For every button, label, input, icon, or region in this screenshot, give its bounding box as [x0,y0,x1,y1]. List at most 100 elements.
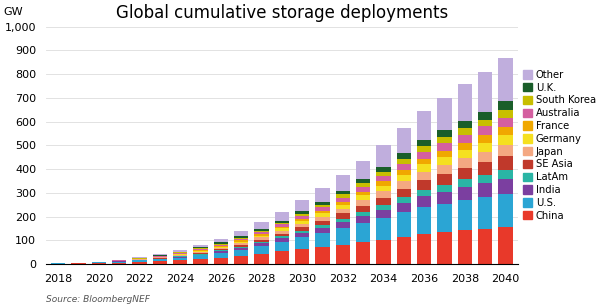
Bar [458,135,472,143]
Bar [214,250,228,251]
Bar [254,243,269,246]
Bar [437,137,452,143]
Bar [234,241,248,242]
Bar [437,192,452,204]
Bar [499,135,512,145]
Bar [478,72,492,111]
Bar [376,240,391,264]
Bar [275,231,289,233]
Bar [234,256,248,264]
Bar [478,162,492,175]
Bar [417,207,431,234]
Bar [193,248,208,249]
Bar [499,227,512,264]
Bar [254,242,269,243]
Title: Global cumulative storage deployments: Global cumulative storage deployments [116,4,448,22]
Text: GW: GW [4,7,23,17]
Bar [316,205,329,207]
Bar [193,252,208,253]
Bar [499,118,512,127]
Bar [193,250,208,251]
Bar [316,233,329,247]
Bar [316,247,329,264]
Bar [417,234,431,264]
Bar [295,224,310,227]
Bar [234,247,248,248]
Bar [478,197,492,229]
Bar [336,194,350,197]
Bar [316,213,329,217]
Bar [214,248,228,249]
Bar [356,216,370,223]
Bar [478,143,492,152]
Bar [458,180,472,187]
Bar [92,263,106,264]
Bar [275,224,289,227]
Bar [275,227,289,228]
Bar [356,206,370,212]
Bar [275,251,289,264]
Bar [214,244,228,245]
Bar [376,186,391,191]
Bar [173,257,187,260]
Bar [295,216,310,219]
Bar [417,190,431,196]
Bar [478,152,492,162]
Bar [397,237,411,264]
Bar [193,253,208,254]
Bar [458,84,472,120]
Bar [254,254,269,264]
Bar [254,236,269,237]
Bar [193,259,208,264]
Bar [316,207,329,211]
Bar [437,143,452,151]
Bar [173,256,187,257]
Bar [499,127,512,135]
Bar [499,170,512,179]
Bar [437,185,452,192]
Bar [336,219,350,222]
Bar [417,152,431,159]
Bar [376,210,391,218]
Bar [458,200,472,230]
Bar [499,145,512,156]
Bar [295,249,310,264]
Bar [458,128,472,135]
Bar [153,254,167,255]
Bar [214,245,228,246]
Bar [437,165,452,174]
Bar [356,195,370,200]
Bar [193,254,208,255]
Bar [234,238,248,239]
Bar [356,179,370,184]
Bar [275,242,289,251]
Bar [397,159,411,164]
Bar [254,229,269,231]
Bar [316,221,329,225]
Bar [234,239,248,241]
Bar [153,255,167,256]
Bar [254,234,269,236]
Bar [417,164,431,172]
Bar [458,120,472,128]
Bar [458,168,472,180]
Bar [214,239,228,242]
Bar [336,175,350,191]
Bar [112,263,127,264]
Bar [499,110,512,118]
Bar [316,228,329,233]
Bar [275,223,289,224]
Bar [316,201,329,205]
Bar [153,261,167,264]
Bar [397,164,411,170]
Bar [376,181,391,186]
Bar [295,233,310,237]
Bar [499,194,512,227]
Bar [336,201,350,205]
Bar [376,176,391,181]
Bar [295,237,310,249]
Bar [254,232,269,234]
Bar [173,255,187,256]
Legend: Other, U.K., South Korea, Australia, France, Germany, Japan, SE Asia, LatAm, Ind: Other, U.K., South Korea, Australia, Fra… [523,70,596,221]
Bar [316,211,329,213]
